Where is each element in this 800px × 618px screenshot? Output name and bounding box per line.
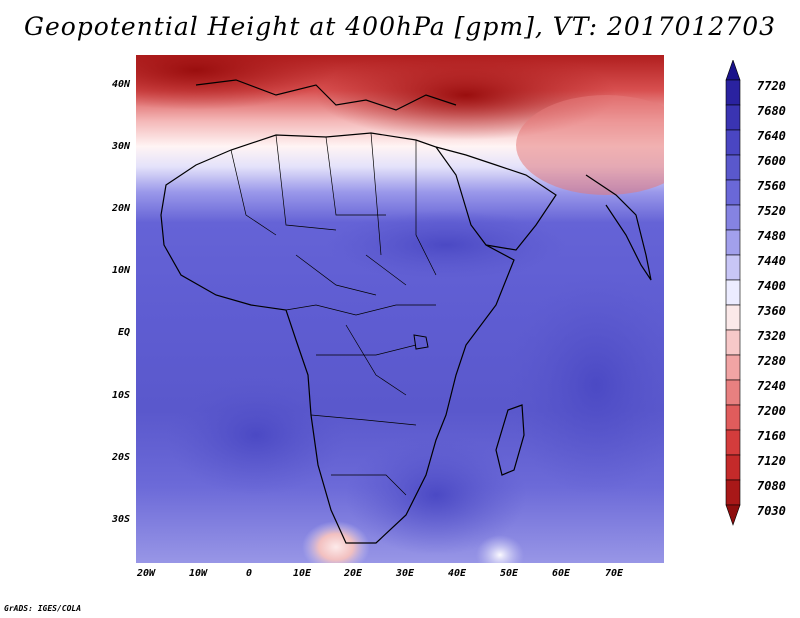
colorbar-label: 7080: [757, 479, 786, 493]
colorbar-segment: [725, 404, 741, 431]
lat-label-40n: 40N: [111, 79, 130, 90]
grads-credit: GrADS: IGES/COLA: [4, 604, 82, 613]
colorbar-segment: [725, 429, 741, 456]
colorbar-label: 7720: [757, 79, 786, 93]
lon-label-0: 0: [245, 568, 253, 579]
low-height-tongue-arabia: [516, 95, 664, 195]
europe-coastline: [195, 79, 457, 111]
colorbar-segment: [725, 79, 741, 106]
lat-label-20s: 20S: [111, 452, 130, 463]
colorbar-label: 7360: [757, 304, 786, 318]
colorbar-segment: [725, 104, 741, 131]
colorbar: [725, 60, 741, 526]
colorbar-label: 7680: [757, 104, 786, 118]
colorbar-label: 7280: [757, 354, 786, 368]
lon-label-20e: 20E: [343, 568, 363, 579]
lon-label-10w: 10W: [188, 568, 208, 579]
colorbar-label: 7640: [757, 129, 786, 143]
colorbar-label: 7600: [757, 154, 786, 168]
colorbar-top-triangle: [725, 60, 741, 81]
colorbar-label: 7520: [757, 204, 786, 218]
colorbar-segment: [725, 229, 741, 256]
colorbar-segment: [725, 129, 741, 156]
geopotential-height-map: [136, 55, 664, 563]
colorbar-segment: [725, 254, 741, 281]
lon-label-10e: 10E: [292, 568, 312, 579]
colorbar-segment: [725, 379, 741, 406]
lake-victoria: [413, 334, 429, 350]
colorbar-segment: [725, 354, 741, 381]
lon-label-50e: 50E: [499, 568, 519, 579]
colorbar-bottom-triangle: [725, 504, 741, 526]
lat-label-eq: EQ: [117, 327, 130, 338]
high-height-blob-sudan: [326, 210, 566, 280]
lon-label-70e: 70E: [604, 568, 624, 579]
lat-label-10s: 10S: [111, 390, 130, 401]
high-height-blob-indian-ocean: [506, 275, 664, 495]
colorbar-label: 7440: [757, 254, 786, 268]
colorbar-segment: [725, 154, 741, 181]
lat-label-30n: 30N: [111, 141, 130, 152]
high-height-blob-southern-africa: [346, 435, 526, 555]
colorbar-label: 7160: [757, 429, 786, 443]
colorbar-label: 7560: [757, 179, 786, 193]
colorbar-segment: [725, 179, 741, 206]
colorbar-label: 7030: [757, 504, 786, 518]
colorbar-segment: [725, 479, 741, 506]
trough-southern-indian-ocean: [476, 535, 524, 563]
colorbar-label: 7400: [757, 279, 786, 293]
trough-cape-region: [302, 521, 370, 563]
lat-label-20n: 20N: [111, 203, 130, 214]
chart-title: Geopotential Height at 400hPa [gpm], VT:…: [23, 12, 777, 41]
africa-coastline: [160, 132, 515, 544]
colorbar-label: 7320: [757, 329, 786, 343]
lat-label-30s: 30S: [111, 514, 130, 525]
lon-label-40e: 40E: [447, 568, 467, 579]
india-coastline: [585, 174, 652, 281]
colorbar-segment: [725, 329, 741, 356]
colorbar-segment: [725, 304, 741, 331]
country-borders: [230, 132, 437, 496]
lat-label-10n: 10N: [111, 265, 130, 276]
colorbar-label: 7480: [757, 229, 786, 243]
colorbar-label: 7120: [757, 454, 786, 468]
lon-label-30e: 30E: [395, 568, 415, 579]
colorbar-segment: [725, 279, 741, 306]
deep-low-core-west: [136, 55, 336, 110]
lon-label-20w: 20W: [136, 568, 156, 579]
arabia-coastline: [435, 146, 557, 251]
colorbar-segment: [725, 204, 741, 231]
colorbar-label: 7200: [757, 404, 786, 418]
high-height-blob-south-atlantic: [166, 375, 346, 495]
colorbar-label: 7240: [757, 379, 786, 393]
lon-label-60e: 60E: [551, 568, 571, 579]
madagascar-coastline: [495, 404, 525, 476]
colorbar-segment: [725, 454, 741, 481]
